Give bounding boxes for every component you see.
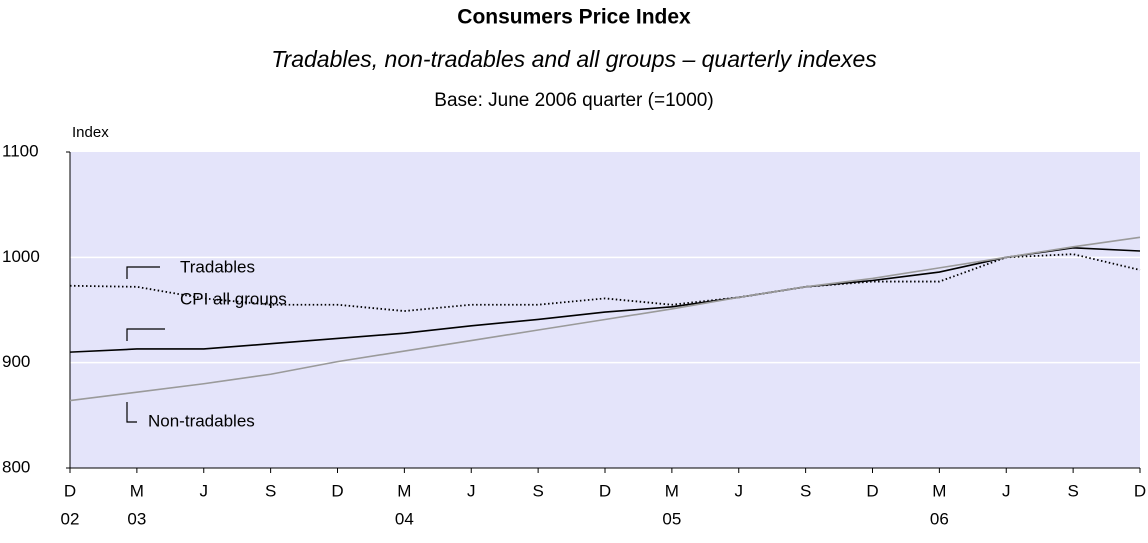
leader-line	[126, 328, 165, 341]
x-year-label: 06	[930, 509, 949, 528]
series-label: CPI all groups	[180, 289, 287, 308]
series-label: Non-tradables	[148, 411, 255, 430]
x-tick-label: S	[800, 481, 811, 500]
plot-area	[70, 152, 1140, 468]
x-tick-label: M	[130, 481, 144, 500]
x-tick-label: D	[1134, 481, 1146, 500]
x-tick-label: D	[331, 481, 343, 500]
x-tick-label: J	[1002, 481, 1011, 500]
x-tick-label: S	[532, 481, 543, 500]
leader-line	[126, 266, 160, 279]
leader-line	[126, 402, 137, 423]
y-tick-label: 1100	[2, 141, 39, 160]
x-year-label: 03	[127, 509, 146, 528]
x-tick-label: D	[866, 481, 878, 500]
chart-title: Consumers Price Index	[457, 6, 691, 29]
x-year-label: 05	[662, 509, 681, 528]
x-tick-label: M	[932, 481, 946, 500]
x-tick-label: J	[735, 481, 744, 500]
leaders	[126, 266, 165, 423]
x-tick-label: M	[397, 481, 411, 500]
x-tick-label: D	[599, 481, 611, 500]
y-tick-label: 800	[2, 457, 30, 476]
y-axis-label: Index	[72, 124, 109, 141]
chart-subtitle: Tradables, non-tradables and all groups …	[271, 46, 877, 72]
series-line	[69, 236, 1141, 402]
y-tick-label: 1000	[2, 247, 40, 266]
y-tick-label: 900	[2, 352, 30, 371]
x-tick-label: M	[665, 481, 679, 500]
x-tick-label: S	[265, 481, 276, 500]
x-tick-label: J	[467, 481, 476, 500]
x-year-label: 04	[395, 509, 414, 528]
x-tick-label: S	[1067, 481, 1078, 500]
x-tick-label: D	[64, 481, 76, 500]
series-label: Tradables	[180, 257, 255, 276]
series-line	[69, 247, 1141, 353]
x-tick-label: J	[200, 481, 209, 500]
x-year-label: 02	[61, 509, 80, 528]
series-line	[69, 253, 1141, 312]
chart-note: Base: June 2006 quarter (=1000)	[434, 90, 713, 111]
